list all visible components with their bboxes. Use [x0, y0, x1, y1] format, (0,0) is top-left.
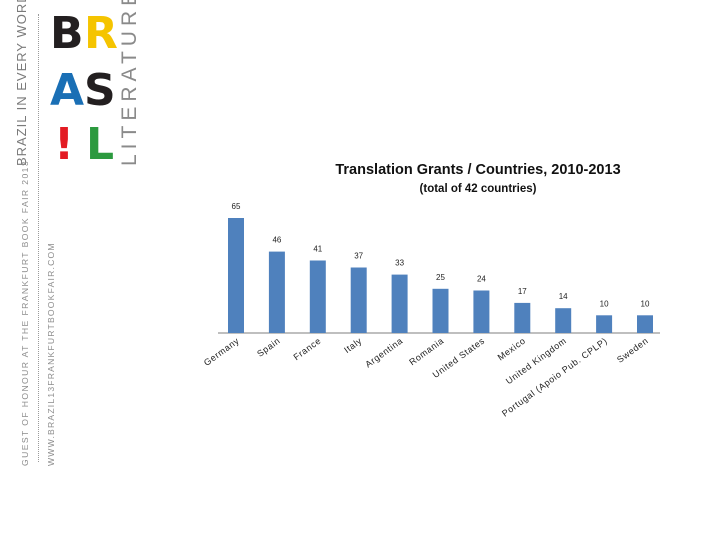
chart-subtitle: (total of 42 countries)	[420, 183, 537, 195]
data-label-5: 25	[436, 273, 445, 282]
data-label-10: 10	[641, 299, 650, 308]
bar-4	[391, 274, 408, 333]
x-tick-label-5: Romania	[407, 336, 445, 368]
bar-8	[555, 308, 572, 333]
data-label-1: 46	[272, 236, 281, 245]
x-tick-label-4: Argentina	[363, 336, 404, 370]
x-tick-label-7: Mexico	[496, 336, 528, 363]
x-tick-label-0: Germany	[202, 336, 241, 368]
data-label-0: 65	[232, 202, 241, 211]
x-tick-label-3: Italy	[342, 336, 364, 356]
data-label-7: 17	[518, 287, 527, 296]
logo-letter-l: L	[86, 119, 115, 170]
bar-7	[514, 302, 531, 333]
logo-letter-r: R	[84, 8, 118, 59]
x-tick-label-10: Sweden	[615, 336, 650, 365]
logo-letter-s: S	[84, 65, 116, 116]
data-label-8: 14	[559, 292, 568, 301]
brasil-logo: B R A S ! L BRAZIL IN EVERY WORD LITERAT…	[0, 0, 160, 180]
data-label-4: 33	[395, 259, 404, 268]
data-label-9: 10	[600, 299, 609, 308]
bars-layer: 65 Germany 46 Spain 41 France 37 Italy 33 Argenti…	[202, 202, 653, 419]
bar-9	[596, 315, 613, 333]
x-tick-label-2: France	[292, 336, 323, 363]
bar-3	[350, 267, 367, 333]
bar-10	[637, 315, 653, 333]
x-tick-label-1: Spain	[255, 336, 282, 359]
data-label-6: 24	[477, 275, 486, 284]
chart-title: Translation Grants / Countries, 2010-201…	[335, 162, 620, 178]
logo-exclamation: !	[54, 119, 75, 170]
data-label-2: 41	[313, 245, 322, 254]
bar-1	[268, 251, 285, 333]
bar-2	[309, 260, 326, 333]
logo-letter-b: B	[50, 8, 84, 59]
bar-0	[228, 218, 244, 333]
bar-5	[432, 288, 449, 333]
bar-6	[473, 290, 490, 333]
sidebar-divider	[38, 14, 39, 462]
data-label-3: 37	[354, 252, 363, 261]
logo-letter-a: A	[50, 65, 85, 116]
